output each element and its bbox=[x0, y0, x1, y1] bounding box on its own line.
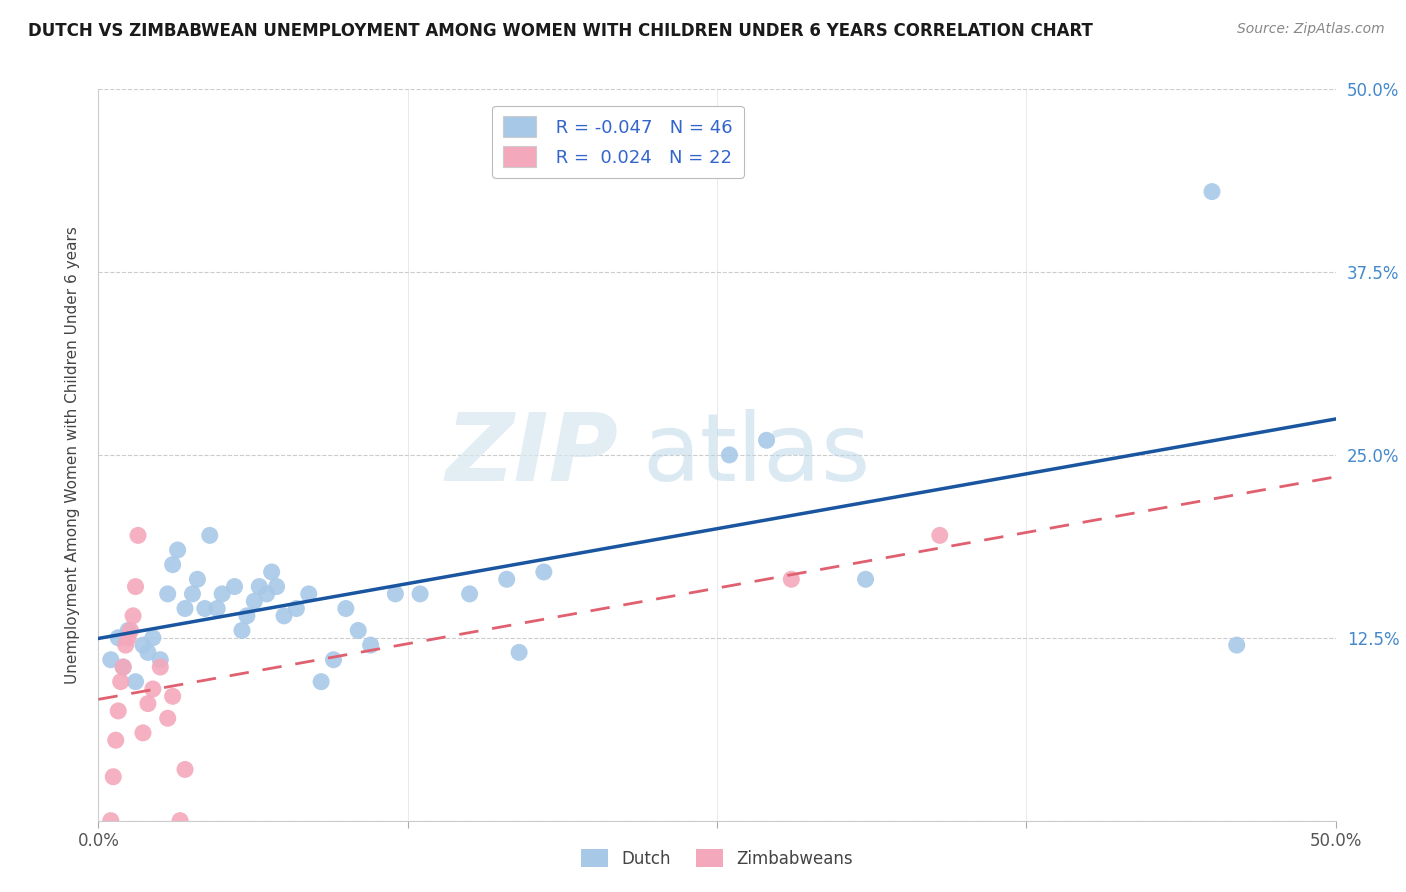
Point bbox=[100, 814, 122, 828]
Point bbox=[205, 601, 228, 615]
Point bbox=[174, 763, 197, 777]
Point bbox=[149, 653, 172, 667]
Point bbox=[107, 704, 129, 718]
Point bbox=[266, 580, 288, 594]
Point bbox=[103, 770, 125, 784]
Point bbox=[224, 580, 246, 594]
Point bbox=[156, 711, 179, 725]
Point bbox=[186, 572, 208, 586]
Point bbox=[718, 448, 741, 462]
Text: atlas: atlas bbox=[643, 409, 872, 501]
Point bbox=[533, 565, 555, 579]
Point bbox=[169, 814, 191, 828]
Point bbox=[458, 587, 481, 601]
Point bbox=[198, 528, 221, 542]
Point bbox=[120, 624, 142, 638]
Point bbox=[231, 624, 253, 638]
Point bbox=[181, 587, 204, 601]
Point bbox=[247, 580, 270, 594]
Point bbox=[508, 645, 530, 659]
Point bbox=[256, 587, 278, 601]
Point bbox=[236, 608, 259, 623]
Point bbox=[156, 587, 179, 601]
Point bbox=[117, 624, 139, 638]
Point bbox=[136, 645, 159, 659]
Point bbox=[127, 528, 149, 542]
Point bbox=[384, 587, 406, 601]
Text: DUTCH VS ZIMBABWEAN UNEMPLOYMENT AMONG WOMEN WITH CHILDREN UNDER 6 YEARS CORRELA: DUTCH VS ZIMBABWEAN UNEMPLOYMENT AMONG W… bbox=[28, 22, 1092, 40]
Point bbox=[928, 528, 950, 542]
Point bbox=[117, 631, 139, 645]
Point bbox=[335, 601, 357, 615]
Point bbox=[211, 587, 233, 601]
Point bbox=[104, 733, 127, 747]
Point bbox=[755, 434, 778, 448]
Point bbox=[174, 601, 197, 615]
Point bbox=[162, 690, 184, 704]
Point bbox=[273, 608, 295, 623]
Point bbox=[122, 608, 145, 623]
Point bbox=[347, 624, 370, 638]
Point bbox=[285, 601, 308, 615]
Point bbox=[100, 653, 122, 667]
Point bbox=[855, 572, 877, 586]
Point bbox=[132, 726, 155, 740]
Point bbox=[360, 638, 382, 652]
Point bbox=[166, 543, 188, 558]
Point bbox=[142, 681, 165, 696]
Point bbox=[124, 580, 146, 594]
Point bbox=[112, 660, 135, 674]
Point bbox=[780, 572, 803, 586]
Point bbox=[194, 601, 217, 615]
Point bbox=[136, 697, 159, 711]
Point bbox=[495, 572, 517, 586]
Point bbox=[124, 674, 146, 689]
Point bbox=[243, 594, 266, 608]
Point bbox=[114, 638, 136, 652]
Point bbox=[149, 660, 172, 674]
Point bbox=[112, 660, 135, 674]
Point bbox=[260, 565, 283, 579]
Text: Source: ZipAtlas.com: Source: ZipAtlas.com bbox=[1237, 22, 1385, 37]
Point bbox=[1201, 185, 1223, 199]
Point bbox=[107, 631, 129, 645]
Point bbox=[322, 653, 344, 667]
Point bbox=[1226, 638, 1249, 652]
Y-axis label: Unemployment Among Women with Children Under 6 years: Unemployment Among Women with Children U… bbox=[65, 226, 80, 684]
Point bbox=[142, 631, 165, 645]
Point bbox=[298, 587, 321, 601]
Legend: Dutch, Zimbabweans: Dutch, Zimbabweans bbox=[575, 842, 859, 874]
Text: ZIP: ZIP bbox=[446, 409, 619, 501]
Point bbox=[409, 587, 432, 601]
Point bbox=[132, 638, 155, 652]
Point bbox=[110, 674, 132, 689]
Point bbox=[309, 674, 332, 689]
Point bbox=[162, 558, 184, 572]
